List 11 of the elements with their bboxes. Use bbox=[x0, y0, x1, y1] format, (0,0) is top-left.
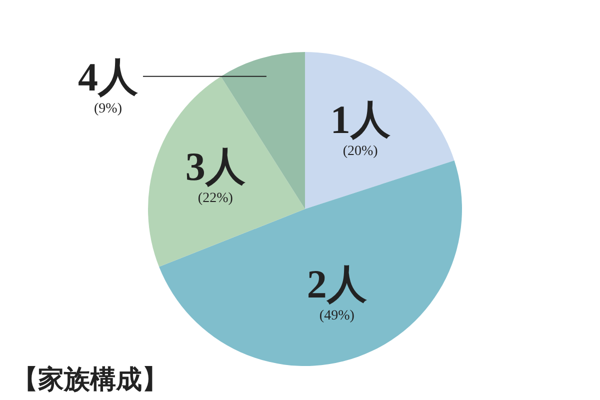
pie-slice bbox=[305, 52, 454, 209]
data-label: (22%) bbox=[198, 190, 234, 206]
data-label: (49%) bbox=[319, 308, 355, 324]
slice-label: 2人 bbox=[306, 262, 368, 307]
data-label: (20%) bbox=[342, 144, 378, 159]
slice-label: 4人 bbox=[78, 54, 139, 100]
slice-label: 1人 bbox=[330, 96, 392, 142]
pie-slice bbox=[148, 76, 305, 267]
slice-label: 3人 bbox=[185, 144, 246, 189]
text: 【家族構成】 bbox=[12, 365, 168, 394]
data-label: (9%) bbox=[94, 101, 122, 116]
